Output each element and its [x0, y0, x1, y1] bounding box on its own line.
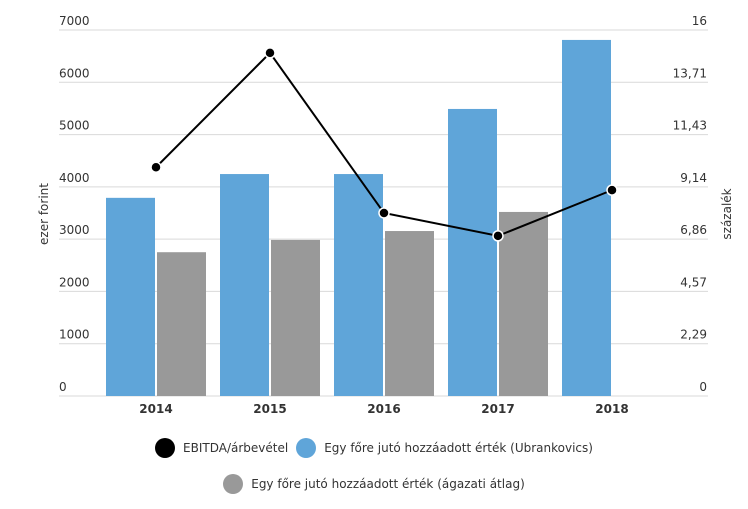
right-tick-label: 9,14 — [680, 171, 707, 185]
left-tick-label: 6000 — [59, 66, 90, 80]
bar-ubrankovics-2015[interactable] — [220, 174, 269, 396]
bar-agazati-2017[interactable] — [499, 211, 548, 396]
ebitda-point-2018[interactable] — [606, 184, 618, 196]
x-tick-label: 2018 — [595, 402, 628, 416]
legend-row-1: EBITDA/árbevétel Egy főre jutó hozzáadot… — [0, 438, 748, 458]
left-axis-title: ezer forint — [37, 183, 51, 245]
bar-agazati-2016[interactable] — [385, 231, 434, 396]
x-tick-label: 2017 — [481, 402, 514, 416]
right-tick-label: 2,29 — [680, 328, 707, 342]
right-tick-label: 4,57 — [680, 275, 707, 289]
x-tick-label: 2014 — [139, 402, 172, 416]
bar-agazati-2014[interactable] — [157, 252, 206, 396]
left-axis-ticks: 0 1000 2000 3000 4000 5000 6000 7000 — [59, 14, 90, 394]
legend-item-ebitda[interactable]: EBITDA/árbevétel — [155, 438, 288, 458]
left-tick-label: 5000 — [59, 119, 90, 133]
left-tick-label: 1000 — [59, 328, 90, 342]
x-tick-label: 2015 — [253, 402, 286, 416]
ebitda-point-2017[interactable] — [492, 230, 504, 242]
bar-ubrankovics-2017[interactable] — [448, 108, 497, 397]
left-tick-label: 7000 — [59, 14, 90, 28]
left-tick-label: 0 — [59, 380, 67, 394]
legend-label: Egy főre jutó hozzáadott érték (Ubrankov… — [324, 441, 593, 455]
legend-marker-gray — [223, 474, 244, 494]
bar-agazati-2015[interactable] — [271, 239, 320, 396]
ebitda-point-2014[interactable] — [150, 161, 162, 173]
ebitda-line — [150, 47, 618, 242]
legend-row-2: Egy főre jutó hozzáadott érték (ágazati … — [0, 474, 748, 494]
legend-label: EBITDA/árbevétel — [183, 441, 289, 455]
right-axis-ticks: 0 2,29 4,57 6,86 9,14 11,43 13,71 16 — [673, 14, 707, 394]
left-tick-label: 3000 — [59, 223, 90, 237]
ebitda-point-2015[interactable] — [264, 47, 276, 59]
ebitda-point-2016[interactable] — [378, 207, 390, 219]
x-tick-label: 2016 — [367, 402, 400, 416]
legend-marker-black — [155, 438, 176, 458]
bars — [106, 39, 611, 397]
legend-marker-blue — [296, 438, 317, 458]
left-tick-label: 4000 — [59, 171, 90, 185]
bar-ubrankovics-2014[interactable] — [106, 197, 155, 396]
right-tick-label: 0 — [699, 380, 707, 394]
bar-ubrankovics-2016[interactable] — [334, 174, 383, 396]
right-tick-label: 6,86 — [680, 223, 707, 237]
legend-label: Egy főre jutó hozzáadott érték (ágazati … — [251, 477, 525, 491]
bar-ubrankovics-2018[interactable] — [562, 39, 611, 396]
right-tick-label: 16 — [692, 14, 707, 28]
x-axis-ticks: 2014 2015 2016 2017 2018 — [139, 402, 628, 416]
right-axis-title: százalék — [720, 188, 734, 239]
left-tick-label: 2000 — [59, 275, 90, 289]
right-tick-label: 11,43 — [673, 119, 707, 133]
legend-item-ubrankovics[interactable]: Egy főre jutó hozzáadott érték (Ubrankov… — [296, 438, 593, 458]
right-tick-label: 13,71 — [673, 66, 707, 80]
legend-item-agazati[interactable]: Egy főre jutó hozzáadott érték (ágazati … — [223, 474, 525, 494]
